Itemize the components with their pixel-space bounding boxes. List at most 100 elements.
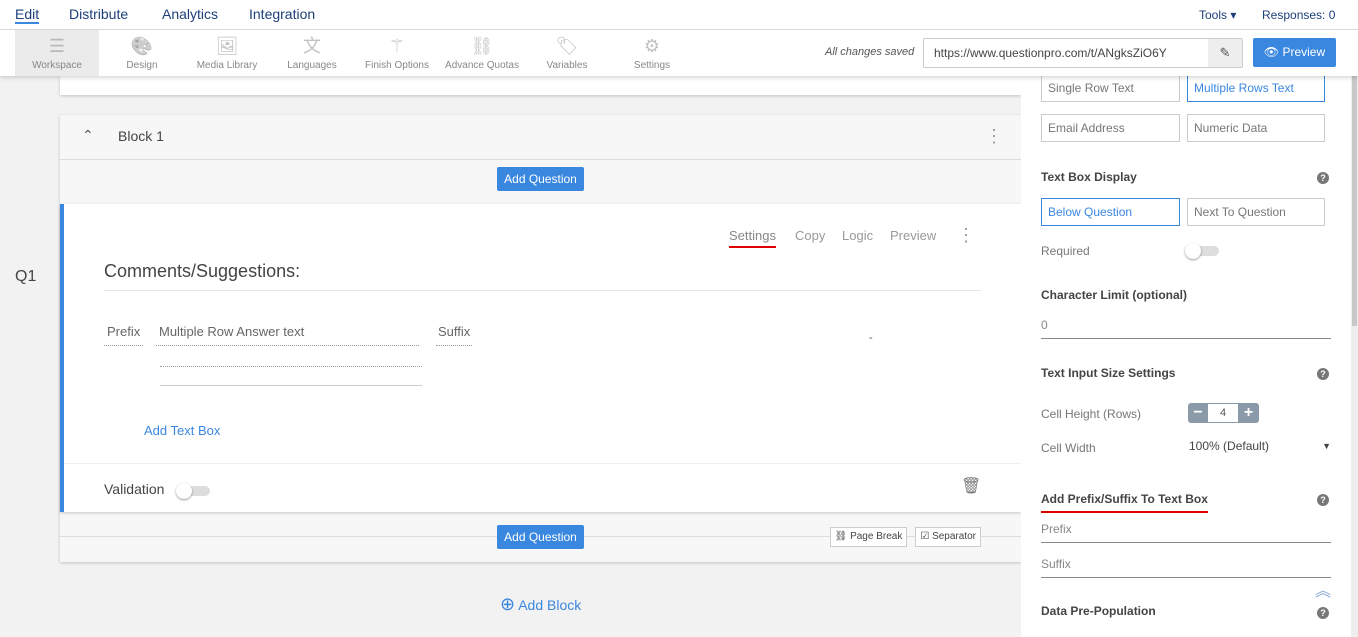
answer-textarea[interactable]: [160, 385, 422, 386]
dash: -: [869, 332, 873, 344]
size-label: Text Input Size Settings: [1041, 366, 1176, 380]
toolbar-media-library[interactable]: 🖼 Media Library: [185, 30, 269, 76]
tools-menu[interactable]: Tools ▾: [1199, 8, 1237, 22]
pencil-icon[interactable]: ✎: [1208, 39, 1242, 67]
add-block-label: Add Block: [518, 597, 582, 613]
display-below[interactable]: Below Question: [1041, 198, 1180, 226]
toolbar-label: Variables: [546, 60, 588, 71]
separator-label: Separator: [932, 531, 976, 542]
suffix-label[interactable]: Suffix: [436, 324, 473, 346]
toolbar-variables[interactable]: 🏷 Variables: [525, 30, 609, 76]
prefix-label[interactable]: Prefix: [104, 324, 144, 346]
settings-action[interactable]: Settings: [729, 228, 776, 248]
toolbar-label: Advance Quotas: [445, 60, 519, 71]
toolbar-label: Finish Options: [365, 60, 429, 71]
copy-action[interactable]: Copy: [795, 228, 826, 243]
magic-wand-icon: ⚚: [388, 36, 406, 56]
collapse-icon[interactable]: ⌃: [82, 127, 94, 143]
save-status: All changes saved: [825, 46, 915, 58]
tag-icon: 🏷: [555, 36, 579, 56]
type-email[interactable]: Email Address: [1041, 114, 1180, 142]
add-block-button[interactable]: ⊕ Add Block: [500, 594, 581, 615]
validation-toggle[interactable]: [176, 483, 210, 499]
toolbar-languages[interactable]: 文 Languages: [270, 30, 354, 76]
translate-icon: 文: [303, 36, 321, 56]
toolbar-label: Media Library: [196, 60, 258, 71]
preview-label: Preview: [1282, 45, 1326, 59]
type-numeric[interactable]: Numeric Data: [1187, 114, 1325, 142]
answer-text[interactable]: Multiple Row Answer text: [156, 324, 419, 346]
prepop-label: Data Pre-Population: [1041, 604, 1156, 618]
separator-button[interactable]: ☑ Separator: [915, 527, 981, 547]
cell-height-value[interactable]: 4: [1208, 404, 1238, 422]
nav-analytics[interactable]: Analytics: [162, 6, 219, 22]
required-toggle[interactable]: [1185, 243, 1219, 259]
help-icon[interactable]: ?: [1317, 368, 1329, 380]
survey-url: https://www.questionpro.com/t/ANgksZiO6Y: [934, 46, 1167, 60]
checkbox-icon: ☑: [920, 531, 930, 542]
cell-height-stepper: − 4 +: [1188, 403, 1259, 423]
cell-height-label: Cell Height (Rows): [1041, 407, 1142, 421]
cell-width-label: Cell Width: [1041, 441, 1096, 455]
toolbar-label: Workspace: [32, 60, 82, 71]
toolbar-workspace[interactable]: ☰ Workspace: [15, 30, 99, 76]
prefix-suffix-label: Add Prefix/Suffix To Text Box: [1041, 492, 1208, 513]
validation-label: Validation: [104, 481, 165, 497]
image-icon: 🖼: [215, 36, 239, 56]
page-break-button[interactable]: ⛓ Page Break: [829, 527, 908, 547]
suffix-input[interactable]: Suffix: [1041, 554, 1331, 578]
char-limit-input[interactable]: 0: [1041, 315, 1331, 339]
plus-circle-icon: ⊕: [500, 594, 516, 614]
gear-icon: ⚙: [643, 36, 661, 56]
block-menu-icon[interactable]: ⋮: [985, 126, 1003, 146]
settings-panel: Single Row Text Multiple Rows Text Email…: [1021, 74, 1351, 637]
toolbar-label: Languages: [287, 60, 337, 71]
scroll-top-icon[interactable]: ︽: [1315, 583, 1332, 600]
display-label: Text Box Display: [1041, 170, 1137, 184]
link-icon: ⛓: [470, 36, 494, 56]
display-next[interactable]: Next To Question: [1187, 198, 1325, 226]
page-break-label: Page Break: [850, 531, 903, 542]
tools-label: Tools: [1199, 8, 1228, 22]
plus-button[interactable]: +: [1243, 404, 1254, 421]
toolbar-design[interactable]: 🎨 Design: [100, 30, 184, 76]
page-break-icon: ⛓: [834, 531, 848, 542]
cell-width-select[interactable]: 100% (Default) ▼: [1189, 439, 1331, 453]
help-icon[interactable]: ?: [1317, 607, 1329, 619]
minus-button[interactable]: −: [1193, 404, 1203, 421]
help-icon[interactable]: ?: [1317, 172, 1329, 184]
add-text-box-link[interactable]: Add Text Box: [144, 423, 221, 438]
trash-icon[interactable]: 🗑: [961, 478, 982, 495]
toolbar-advance-quotas[interactable]: ⛓ Advance Quotas: [440, 30, 524, 76]
prefix-input[interactable]: Prefix: [1041, 519, 1331, 543]
toolbar-settings[interactable]: ⚙ Settings: [610, 30, 694, 76]
preview-action[interactable]: Preview: [890, 228, 937, 243]
toolbar: ☰ Workspace 🎨 Design 🖼 Media Library 文 Language…: [0, 30, 1358, 76]
block-title: Block 1: [118, 128, 164, 144]
palette-icon: 🎨: [130, 36, 154, 56]
survey-url-field[interactable]: https://www.questionpro.com/t/ANgksZiO6Y…: [923, 38, 1243, 68]
preview-button[interactable]: 👁 Preview: [1253, 38, 1336, 67]
help-icon[interactable]: ?: [1317, 494, 1329, 506]
top-nav: Edit Distribute Analytics Integration To…: [0, 0, 1358, 30]
cell-width-value: 100% (Default): [1189, 439, 1270, 453]
type-single-row[interactable]: Single Row Text: [1041, 74, 1180, 102]
question-menu-icon[interactable]: ⋮: [957, 225, 975, 245]
scrollbar[interactable]: [1351, 76, 1358, 637]
toolbar-label: Settings: [633, 60, 671, 71]
add-question-button-bottom[interactable]: Add Question: [497, 525, 584, 549]
caret-down-icon: ▼: [1322, 441, 1331, 451]
question-card: Settings Copy Logic Preview ⋮ Comments/S…: [60, 204, 1021, 512]
add-question-button[interactable]: Add Question: [497, 167, 584, 191]
previous-block: [60, 76, 1021, 95]
logic-action[interactable]: Logic: [842, 228, 874, 243]
responses-count[interactable]: Responses: 0: [1262, 8, 1336, 22]
toolbar-finish-options[interactable]: ⚚ Finish Options: [355, 30, 439, 76]
nav-distribute[interactable]: Distribute: [69, 6, 129, 22]
workspace-icon: ☰: [48, 36, 66, 56]
nav-edit[interactable]: Edit: [15, 6, 40, 24]
nav-integration[interactable]: Integration: [249, 6, 316, 22]
type-multiple-rows[interactable]: Multiple Rows Text: [1187, 74, 1325, 102]
eye-icon: 👁: [1263, 45, 1280, 59]
question-title[interactable]: Comments/Suggestions:: [104, 261, 301, 281]
